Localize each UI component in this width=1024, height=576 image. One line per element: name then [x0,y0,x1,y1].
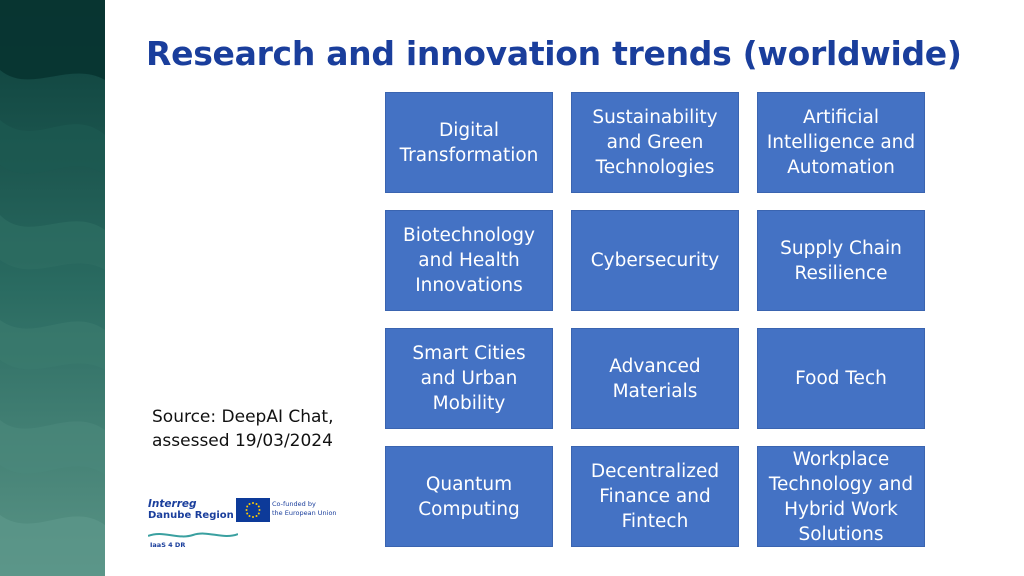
trend-tile: Sustainability and Green Technologies [571,92,739,193]
trend-label: Decentralized Finance and Fintech [590,461,720,532]
trend-label: Digital Transformation [399,119,539,166]
trend-tile: Digital Transformation [385,92,553,193]
trend-tile: Workplace Technology and Hybrid Work Sol… [757,446,925,547]
trend-label: Supply Chain Resilience [780,237,902,284]
eu-cofunded-text: Co-funded by the European Union [272,500,337,517]
trend-tile: Food Tech [757,328,925,429]
iaas-wave-icon [148,532,238,538]
trend-label: Artificial Intelligence and Automation [766,107,916,178]
interreg-logo: Interreg Danube Region [148,498,234,522]
trend-label: Biotechnology and Health Innovations [403,225,535,296]
trend-label: Cybersecurity [590,250,720,271]
decorative-side-band [0,0,105,576]
interreg-region-text: Danube Region [148,510,234,521]
trend-label: Advanced Materials [609,355,701,402]
slide-title: Research and innovation trends (worldwid… [146,34,962,73]
trend-tile: Advanced Materials [571,328,739,429]
trend-tile: Decentralized Finance and Fintech [571,446,739,547]
trend-label: Quantum Computing [418,473,520,520]
trend-label: Smart Cities and Urban Mobility [412,343,526,414]
eu-flag-icon [236,498,270,522]
trend-tile: Quantum Computing [385,446,553,547]
project-logo-text: IaaS 4 DR [150,541,186,549]
interreg-brand-text: Interreg [148,498,197,510]
trend-label: Sustainability and Green Technologies [592,107,718,178]
trend-tile: Artificial Intelligence and Automation [757,92,925,193]
wave-pattern-graphic [0,0,105,576]
trend-tile: Smart Cities and Urban Mobility [385,328,553,429]
source-note: Source: DeepAI Chat, assessed 19/03/2024 [152,407,334,451]
trend-tile: Biotechnology and Health Innovations [385,210,553,311]
funding-logos: Interreg Danube Region Co-funded by the … [148,496,348,552]
trends-grid: Digital Transformation Sustainability an… [385,92,925,547]
trend-label: Workplace Technology and Hybrid Work Sol… [768,448,914,545]
trend-tile: Cybersecurity [571,210,739,311]
trend-label: Food Tech [795,368,887,389]
trend-tile: Supply Chain Resilience [757,210,925,311]
